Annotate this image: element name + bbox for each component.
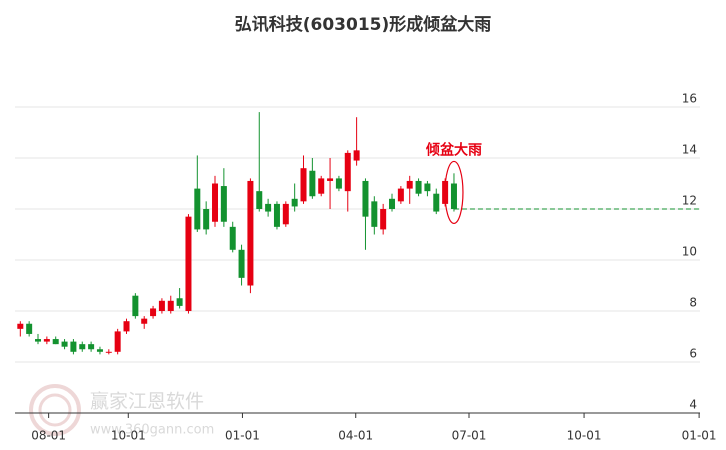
watermark-name: 赢家江恩软件 [90, 391, 204, 413]
candle-body [141, 318, 148, 324]
candle-body [150, 308, 157, 317]
candle-body [415, 180, 422, 194]
candle-body [114, 331, 121, 352]
candle-body [35, 339, 42, 342]
candle-body [318, 178, 325, 194]
y-tick-label: 10 [682, 245, 697, 259]
candle-body [79, 344, 86, 350]
candle-body [353, 150, 360, 161]
candle-body [380, 209, 387, 230]
candle-body [291, 198, 298, 207]
candle-body [220, 186, 227, 222]
x-tick-label: 07-01 [452, 429, 487, 443]
candle-body [123, 321, 130, 332]
candle-body [371, 201, 378, 227]
x-tick-label: 10-01 [111, 429, 146, 443]
y-tick-label: 16 [682, 92, 697, 106]
candle-body [247, 180, 254, 286]
candle-body [406, 180, 413, 189]
candle-body [17, 323, 24, 329]
candle-body [229, 226, 236, 250]
candle-body [70, 341, 77, 352]
candle-body [132, 295, 139, 317]
candle-body [327, 178, 334, 181]
x-tick-label: 04-01 [338, 429, 373, 443]
candle-body [362, 180, 369, 217]
candle-body [389, 198, 396, 209]
candle-body [43, 339, 50, 342]
candle-body [309, 170, 316, 197]
candle-body [265, 203, 272, 212]
candle-body [158, 300, 165, 311]
candle-body [450, 183, 457, 209]
x-tick-label: 08-01 [31, 429, 66, 443]
candle-body [61, 341, 68, 347]
x-tick-label: 10-01 [567, 429, 602, 443]
y-tick-label: 12 [682, 194, 697, 208]
watermark-url: www.360gann.com [90, 423, 214, 438]
candle-body [26, 323, 33, 334]
candle-body [52, 339, 59, 345]
candle-body [335, 178, 342, 189]
y-tick-label: 4 [689, 398, 697, 412]
y-tick-label: 14 [682, 143, 697, 157]
candle-body [88, 344, 95, 350]
x-tick-label: 01-01 [225, 429, 260, 443]
y-tick-label: 6 [689, 347, 697, 361]
candle-body [105, 351, 112, 353]
candle-body [344, 152, 351, 192]
candle-body [238, 249, 245, 278]
chart-title: 弘讯科技(603015)形成倾盆大雨 [235, 14, 492, 35]
annotation: 倾盆大雨 [425, 141, 482, 158]
candle-body [185, 216, 192, 311]
candle-body [212, 183, 219, 222]
candle-body [167, 300, 174, 311]
highlight-ellipse [444, 160, 464, 225]
candle-body [424, 183, 431, 192]
y-tick-label: 8 [689, 296, 697, 310]
candle-body [433, 193, 440, 212]
candle-body [300, 168, 307, 202]
candle-body [397, 188, 404, 202]
candle-body [282, 203, 289, 225]
candle-body [203, 209, 210, 230]
watermark-logo [29, 384, 81, 436]
candle-body [176, 298, 183, 306]
candle-body [273, 203, 280, 227]
candle-body [256, 191, 263, 209]
candle-body [96, 349, 103, 352]
candle-body [194, 188, 201, 230]
x-tick-label: 01-01 [682, 429, 717, 443]
